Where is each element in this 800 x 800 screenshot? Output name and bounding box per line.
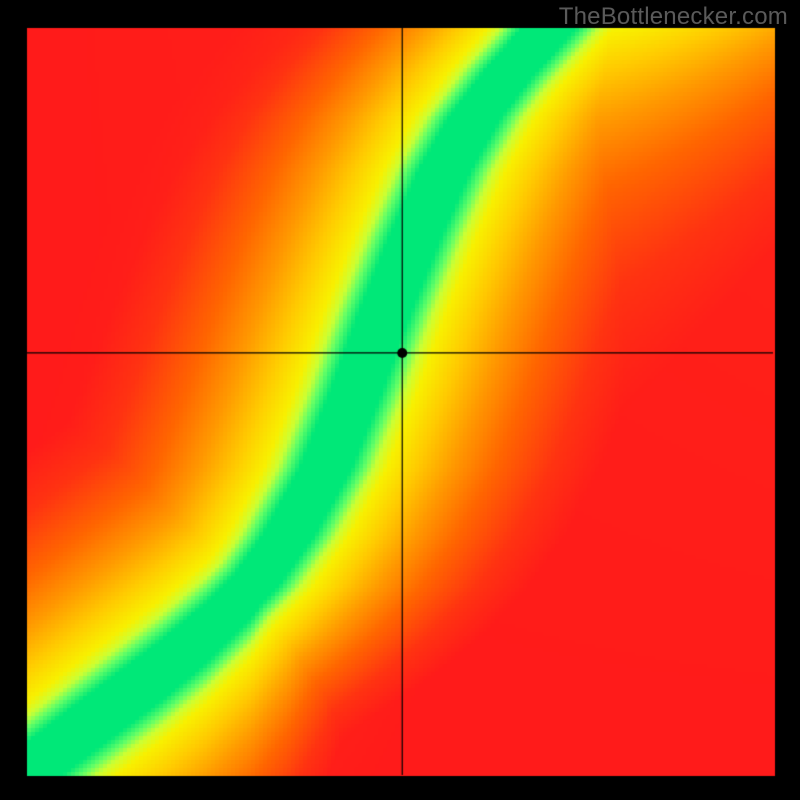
bottleneck-heatmap [0,0,800,800]
watermark-text: TheBottlenecker.com [559,3,788,31]
chart-container: TheBottlenecker.com [0,0,800,800]
